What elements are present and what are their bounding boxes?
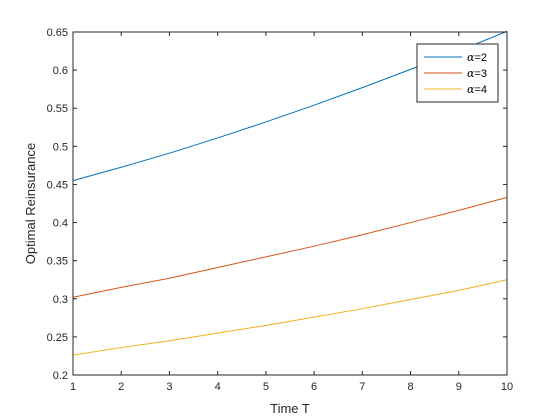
x-tick-label: 6 (311, 381, 317, 393)
x-axis-label: Time T (270, 401, 310, 416)
axes-box (72, 31, 508, 376)
series-line-2 (72, 196, 508, 298)
x-tick-label: 8 (407, 381, 413, 393)
legend-label: α=2 (467, 51, 487, 64)
legend-label: α=3 (467, 67, 487, 80)
y-tick-label: 0.5 (53, 141, 68, 153)
y-tick-label: 0.25 (47, 332, 68, 344)
y-tick-label: 0.3 (53, 294, 68, 306)
y-axis-label: Optimal Reinsurance (23, 143, 38, 264)
y-tick-label: 0.6 (53, 65, 68, 77)
y-tick-label: 0.4 (53, 218, 68, 230)
legend-alpha-value: =2 (474, 52, 487, 64)
x-tick-label: 4 (215, 381, 221, 393)
y-tick-label: 0.55 (47, 103, 68, 115)
axes-layer: 1 2 3 4 5 6 7 8 9 10 0.2 0.25 0.3 0.35 0.4 0.45 0.5 0.55 0… (47, 27, 514, 393)
y-tick-label: 0.35 (47, 256, 68, 268)
y-tick-label: 0.2 (53, 370, 68, 382)
x-tick-label: 3 (166, 381, 172, 393)
legend-alpha-symbol: α (467, 67, 475, 80)
legend-alpha-symbol: α (467, 51, 475, 64)
x-tick-label: 1 (70, 381, 76, 393)
x-tick-label: 9 (456, 381, 462, 393)
legend-label: α=4 (467, 83, 487, 96)
y-tick-label: 0.45 (47, 179, 68, 191)
legend-alpha-value: =4 (474, 84, 487, 96)
legend-alpha-value: =3 (474, 68, 487, 80)
series-line-3 (72, 279, 508, 356)
x-tick-label: 7 (359, 381, 365, 393)
x-tick-label: 5 (263, 381, 269, 393)
x-tick-label: 2 (118, 381, 124, 393)
y-tick-label: 0.65 (47, 27, 68, 39)
x-tick-label: 10 (501, 381, 513, 393)
legend: α=2α=3α=4 (416, 43, 499, 103)
legend-alpha-symbol: α (467, 83, 475, 96)
